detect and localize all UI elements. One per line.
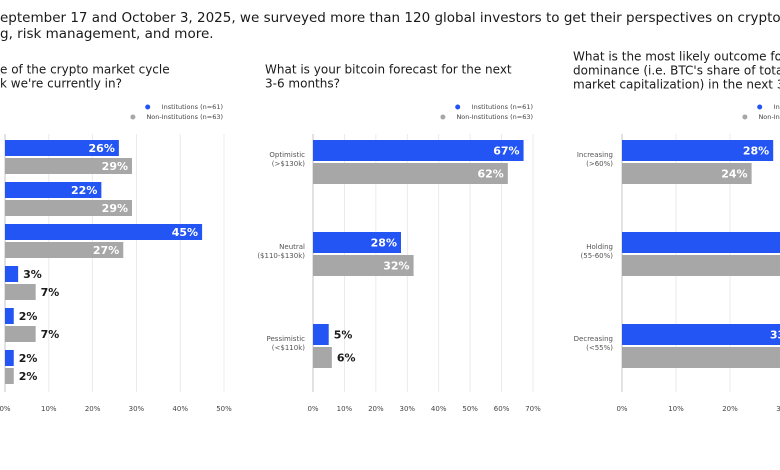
value-label: 2% — [19, 352, 38, 365]
intro-line: g, risk management, and more. — [0, 26, 214, 42]
chart-title: market capitalization) in the next 3 — [573, 78, 780, 92]
chart-title: dominance (i.e. BTC's share of total — [573, 64, 780, 78]
value-label: 29% — [102, 160, 128, 173]
x-tick-label: 30% — [129, 405, 145, 413]
chart-title: What is your bitcoin forecast for the ne… — [265, 63, 512, 77]
category-label: Holding — [586, 243, 613, 251]
bar — [622, 324, 780, 345]
bar — [313, 255, 414, 276]
x-tick-label: 0% — [0, 405, 11, 413]
bar — [313, 163, 508, 184]
value-label: 29% — [102, 202, 128, 215]
value-label: 67% — [493, 145, 519, 158]
legend-label: Non-Institutions (n=63) — [758, 113, 780, 121]
category-label: (<55%) — [586, 344, 613, 352]
bar — [622, 232, 780, 253]
x-tick-label: 10% — [41, 405, 57, 413]
category-label: Increasing — [577, 151, 613, 159]
legend-label: Institutions (n=61) — [774, 103, 780, 111]
legend-swatch — [440, 114, 446, 120]
value-label: 22% — [71, 184, 97, 197]
x-tick-label: 20% — [85, 405, 101, 413]
category-label: Neutral — [279, 243, 305, 251]
legend-label: Non-Institutions (n=63) — [456, 113, 533, 121]
value-label: 45% — [172, 226, 198, 239]
x-tick-label: 30% — [400, 405, 416, 413]
value-label: 62% — [478, 168, 504, 181]
value-label: 6% — [337, 352, 356, 365]
value-label: 3% — [23, 268, 42, 281]
legend-swatch — [455, 104, 461, 110]
value-label: 32% — [383, 260, 409, 273]
value-label: 7% — [41, 286, 60, 299]
x-tick-label: 10% — [337, 405, 353, 413]
value-label: 7% — [41, 328, 60, 341]
value-label: 5% — [334, 329, 353, 342]
x-tick-label: 10% — [668, 405, 684, 413]
bar — [5, 224, 203, 240]
legend-swatch — [757, 104, 763, 110]
category-label: Pessimistic — [267, 335, 306, 343]
x-tick-label: 40% — [431, 405, 447, 413]
x-tick-label: 0% — [616, 405, 627, 413]
bar — [622, 163, 752, 184]
chart-title: 3-6 months? — [265, 77, 340, 91]
category-label: (>$130k) — [272, 160, 305, 168]
value-label: 24% — [721, 168, 747, 181]
bar — [5, 158, 133, 174]
bar — [5, 140, 119, 156]
intro-line: eptember 17 and October 3, 2025, we surv… — [0, 10, 780, 26]
x-tick-label: 0% — [307, 405, 318, 413]
chart-title: What is the most likely outcome fo — [573, 50, 780, 64]
x-tick-label: 30% — [776, 405, 780, 413]
bar — [313, 347, 332, 368]
x-tick-label: 70% — [525, 405, 541, 413]
legend-swatch — [145, 104, 151, 110]
value-label: 28% — [371, 237, 397, 250]
x-tick-label: 20% — [368, 405, 384, 413]
bar — [5, 350, 14, 366]
category-label: (>60%) — [586, 160, 613, 168]
bar — [5, 266, 19, 282]
value-label: 27% — [93, 244, 119, 257]
x-tick-label: 20% — [722, 405, 738, 413]
bar — [5, 284, 36, 300]
value-label: 2% — [19, 310, 38, 323]
legend-swatch — [130, 114, 136, 120]
x-tick-label: 50% — [216, 405, 232, 413]
bar — [622, 255, 780, 276]
value-label: 26% — [89, 142, 115, 155]
bar — [5, 242, 124, 258]
legend-label: Institutions (n=61) — [472, 103, 533, 111]
bar — [622, 140, 774, 161]
category-label: ($110-$130k) — [257, 252, 305, 260]
x-tick-label: 60% — [494, 405, 510, 413]
bar — [5, 200, 133, 216]
bar — [313, 232, 401, 253]
bar — [313, 324, 329, 345]
category-label: Decreasing — [574, 335, 613, 343]
bar — [5, 326, 36, 342]
value-label: 33% — [770, 329, 780, 342]
x-tick-label: 40% — [172, 405, 188, 413]
category-label: Optimistic — [269, 151, 305, 159]
value-label: 2% — [19, 370, 38, 383]
bar — [5, 182, 102, 198]
bar — [5, 308, 14, 324]
category-label: (<$110k) — [272, 344, 305, 352]
bar — [313, 140, 524, 161]
legend-label: Non-Institutions (n=63) — [146, 113, 223, 121]
chart-title: e of the crypto market cycle — [0, 63, 170, 77]
legend-swatch — [742, 114, 748, 120]
category-label: (55-60%) — [581, 252, 614, 260]
value-label: 28% — [743, 145, 769, 158]
bar — [622, 347, 780, 368]
chart-title: k we're currently in? — [0, 77, 122, 91]
x-tick-label: 50% — [462, 405, 478, 413]
bar — [5, 368, 14, 384]
legend-label: Institutions (n=61) — [162, 103, 223, 111]
